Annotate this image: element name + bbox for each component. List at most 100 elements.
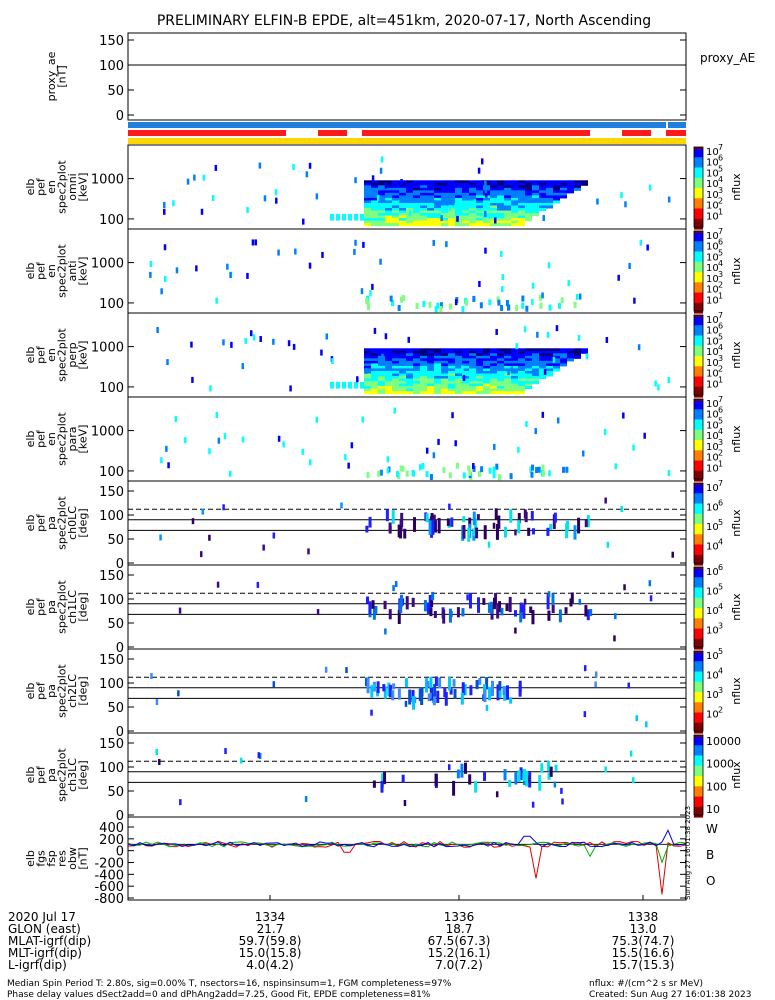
pitch-angle-speck xyxy=(404,700,408,707)
spectrogram-speck xyxy=(380,156,384,163)
table-row-label: MLT-igrf(dip) xyxy=(8,946,82,960)
panel-ylabel: [deg] xyxy=(76,676,89,705)
colorbar-cell xyxy=(694,720,703,724)
spectrogram-cell xyxy=(378,350,385,354)
spectrogram-cell xyxy=(449,303,453,310)
spectrogram-cell xyxy=(406,388,413,392)
spectrogram-cell xyxy=(434,185,441,189)
spectrogram-cell xyxy=(427,185,434,189)
spectrogram-speck xyxy=(437,438,440,445)
colorbar-cell xyxy=(694,464,703,468)
spectrogram-cell xyxy=(462,360,469,364)
spectrogram-cell xyxy=(399,373,406,377)
spectrogram-cell xyxy=(469,368,476,372)
spectrogram-speck xyxy=(472,463,475,470)
spectrogram-cell xyxy=(434,202,441,206)
y-tick-label: 100 xyxy=(99,509,124,524)
spectrogram-cell xyxy=(420,376,427,380)
spectrogram-cell xyxy=(392,381,399,385)
colorbar-cell xyxy=(694,190,703,193)
colorbar-frame xyxy=(693,482,704,564)
pitch-angle-speck xyxy=(340,502,343,509)
pitch-angle-cell xyxy=(388,684,392,698)
pitch-angle-cell xyxy=(483,525,487,540)
spectrogram-cell xyxy=(385,195,392,199)
colorbar-tick-exp: 1 xyxy=(718,291,723,300)
colorbar-cell xyxy=(694,661,703,664)
spectrogram-cell xyxy=(399,205,406,209)
colorbar-cell xyxy=(694,679,703,683)
spectrogram-cell xyxy=(497,202,504,206)
spectrogram-cell xyxy=(469,378,476,382)
pitch-angle-cell xyxy=(522,769,526,782)
colorbar-cell xyxy=(694,253,703,257)
spectrogram-cell xyxy=(490,373,497,377)
spectrogram-cell xyxy=(490,195,497,199)
colorbar-cell xyxy=(694,493,703,496)
spectrogram-cell xyxy=(427,376,434,380)
spectrogram-cell xyxy=(434,363,441,367)
pitch-angle-speck xyxy=(649,595,653,602)
spectrogram-cell xyxy=(378,368,385,372)
pitch-angle-cell xyxy=(430,600,434,608)
panel-ylabel: elb xyxy=(24,767,37,784)
pitch-angle-cell xyxy=(449,688,453,695)
spectrogram-cell xyxy=(469,180,476,184)
pitch-angle-speck xyxy=(394,581,398,588)
spectrogram-cell xyxy=(371,213,378,217)
pitch-angle-cell xyxy=(431,591,435,601)
colorbar-cell xyxy=(694,526,703,529)
y-tick-label: -400 xyxy=(94,868,124,883)
y-tick-label: 150 xyxy=(99,737,124,752)
colorbar-cell xyxy=(694,175,703,179)
spectrogram-speck xyxy=(163,208,166,215)
colorbar-title: nflux xyxy=(730,677,743,705)
spectrogram-cell xyxy=(539,180,546,184)
spectrogram-cell xyxy=(462,182,469,186)
spectrogram-cell xyxy=(525,187,532,191)
pitch-angle-speck xyxy=(304,796,308,803)
pitch-angle-speck xyxy=(155,699,159,706)
spectrogram-cell xyxy=(392,388,399,392)
spectrogram-cell xyxy=(521,295,525,302)
colorbar-cell xyxy=(694,177,703,181)
spectrogram-cell xyxy=(455,365,462,369)
colorbar-cell xyxy=(694,669,703,673)
colorbar-cell xyxy=(694,173,703,177)
spectrogram-cell xyxy=(364,373,371,377)
spectrogram-speck xyxy=(294,248,297,255)
spectrogram-cell xyxy=(371,220,378,224)
spectrogram-cell xyxy=(525,358,532,362)
spectrogram-cell xyxy=(455,391,462,395)
colorbar-cell xyxy=(694,540,703,544)
spectrogram-cell xyxy=(504,381,511,385)
spectrogram-cell xyxy=(385,210,392,214)
y-tick-label: 400 xyxy=(99,821,124,836)
y-tick-label: 100 xyxy=(99,593,124,608)
spectrogram-cell xyxy=(385,386,392,390)
pitch-angle-cell xyxy=(405,596,409,610)
spectrogram-cell xyxy=(518,223,525,227)
spectrogram-cell xyxy=(364,365,371,369)
spectrogram-cell xyxy=(455,376,462,380)
pitch-angle-cell xyxy=(388,609,392,620)
spectrogram-cell xyxy=(399,381,406,385)
spectrogram-cell xyxy=(483,353,490,357)
spectrogram-cell xyxy=(483,355,490,359)
spectrogram-cell xyxy=(392,363,399,367)
colorbar-cell xyxy=(694,517,703,521)
pitch-angle-cell xyxy=(513,610,517,617)
spectrogram-speck xyxy=(542,215,545,222)
spectrogram-cell xyxy=(469,376,476,380)
colorbar-cell xyxy=(694,378,703,382)
colorbar-cell xyxy=(694,302,703,306)
spectrogram-cell xyxy=(525,305,529,312)
colorbar-cell xyxy=(694,345,703,349)
pitch-angle-speck xyxy=(495,791,499,798)
spectrogram-speck xyxy=(454,299,458,306)
spectrogram-cell xyxy=(392,202,399,206)
spectrogram-cell xyxy=(434,205,441,209)
colorbar-tick-exp: 7 xyxy=(718,227,723,236)
spectrogram-cell xyxy=(378,192,385,196)
spectrogram-cell xyxy=(455,381,462,385)
